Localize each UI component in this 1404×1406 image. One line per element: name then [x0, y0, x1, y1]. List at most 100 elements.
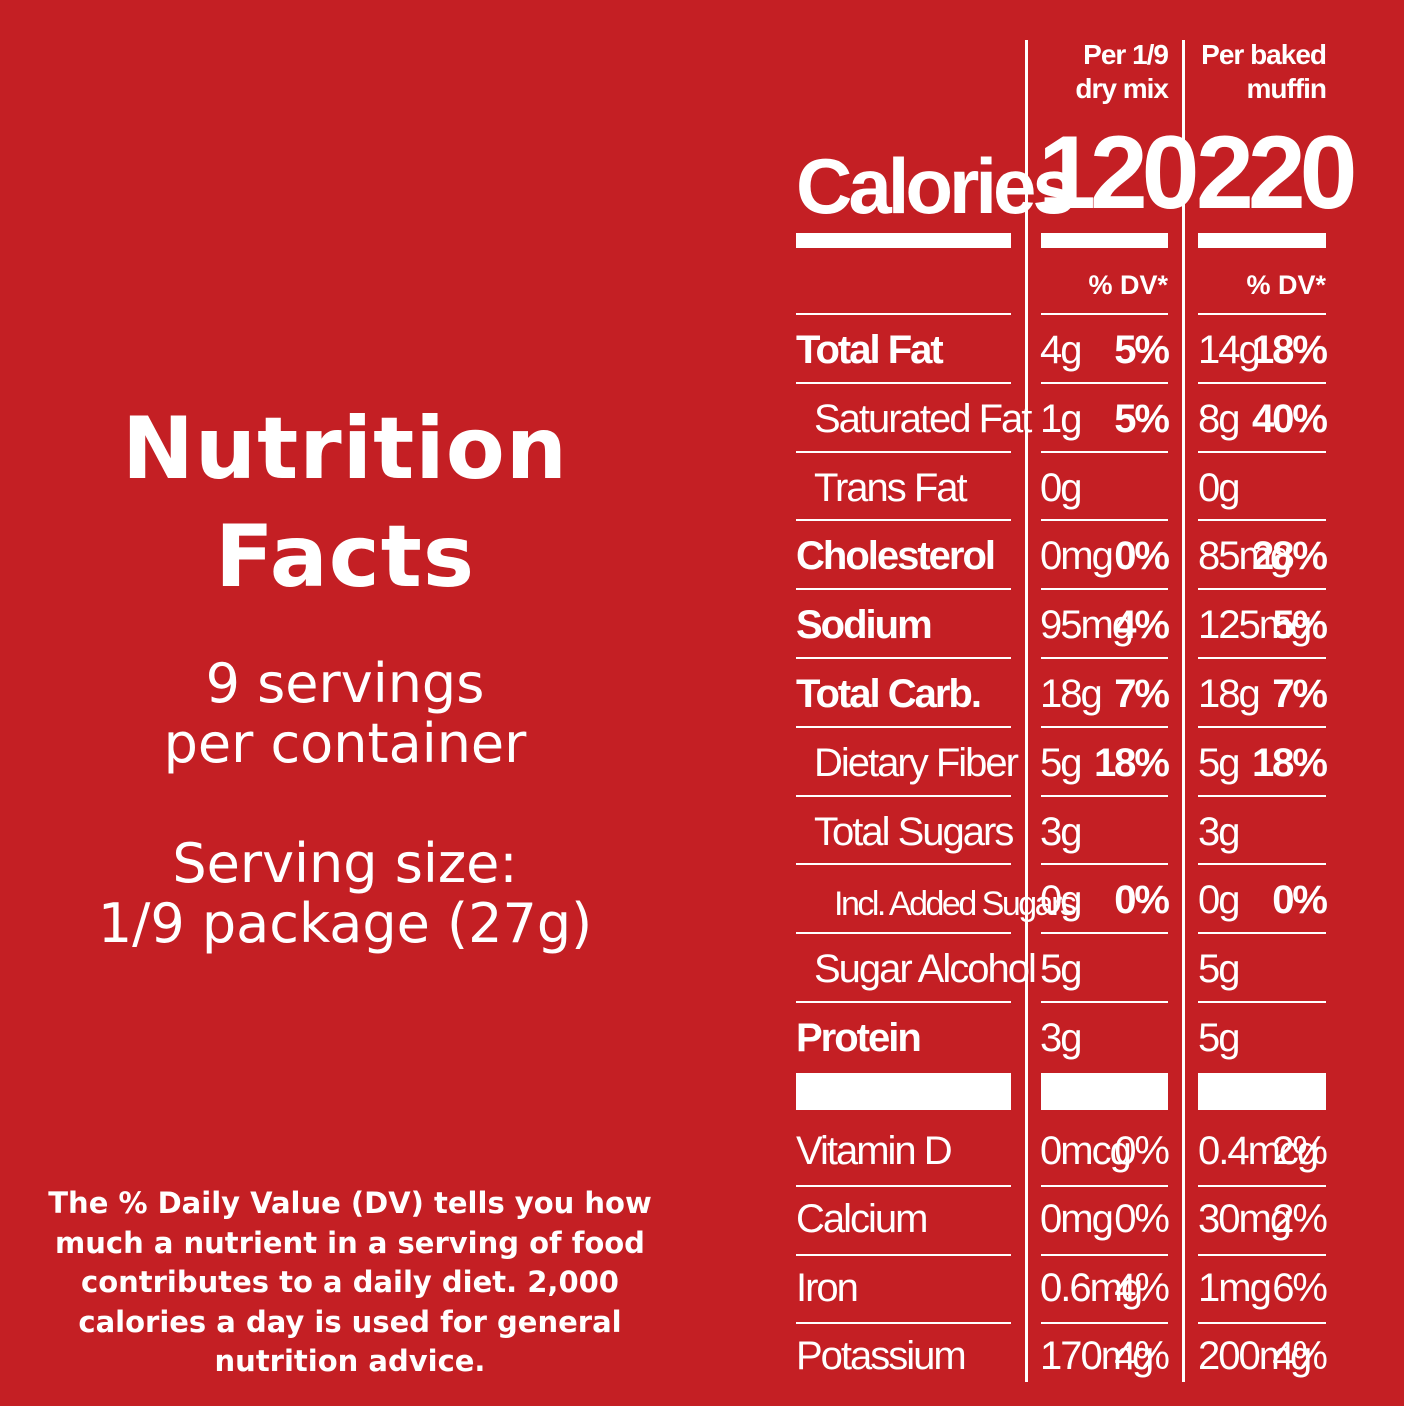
dv-dry-mix: 7%: [1114, 672, 1170, 716]
row-separator: [1198, 519, 1326, 522]
thick-rule: [796, 1073, 1011, 1110]
row-separator: [796, 1254, 1011, 1256]
row-separator: [1041, 932, 1168, 935]
row-separator: [1041, 519, 1168, 522]
column-header-dry-mix: Per 1/9 dry mix: [1040, 38, 1169, 106]
row-separator: [796, 381, 1011, 384]
amount-dry-mix: 170mg: [1040, 1334, 1154, 1378]
row-separator: [1041, 588, 1168, 591]
row-separator: [1198, 657, 1326, 659]
vitamin-label: Vitamin D: [796, 1129, 953, 1173]
amount-dry-mix: 0g: [1040, 465, 1082, 510]
row-separator: [1198, 1254, 1326, 1256]
nutrient-label: Total Fat: [796, 328, 944, 372]
vitamin-label: Iron: [796, 1266, 859, 1310]
amount-baked-muffin: 3g: [1198, 809, 1240, 854]
amount-dry-mix: 95mg: [1040, 603, 1134, 648]
amount-baked-muffin: 0g: [1198, 465, 1240, 510]
column-header-baked-muffin: Per baked muffin: [1198, 38, 1327, 106]
row-separator: [1198, 313, 1326, 315]
amount-baked-muffin: 200mg: [1198, 1334, 1312, 1378]
row-separator: [1198, 1185, 1326, 1187]
amount-baked-muffin: 18g: [1198, 672, 1261, 716]
row-separator: [1041, 725, 1168, 728]
dv-dry-mix: 4%: [1114, 1266, 1170, 1310]
dv-baked-muffin: 28%: [1251, 534, 1328, 579]
amount-dry-mix: 0.6mg: [1040, 1266, 1143, 1310]
amount-dry-mix: 4g: [1040, 328, 1082, 372]
dv-dry-mix: 4%: [1114, 603, 1170, 648]
amount-dry-mix: 5g: [1040, 740, 1082, 785]
calories-label: Calories: [796, 142, 1076, 230]
amount-baked-muffin: 5g: [1198, 1016, 1240, 1060]
row-separator: [1198, 863, 1326, 866]
column-divider: [1182, 40, 1185, 1382]
dv-baked-muffin: 4%: [1272, 1334, 1328, 1378]
row-separator: [1041, 313, 1168, 315]
dv-baked-muffin: 2%: [1272, 1129, 1328, 1173]
dv-header-dry-mix: % DV*: [1088, 270, 1168, 300]
thick-rule: [796, 233, 1011, 248]
amount-dry-mix: 0mcg: [1040, 1129, 1132, 1173]
calories-dry-mix: 120: [1038, 115, 1200, 231]
amount-baked-muffin: 14g: [1198, 328, 1261, 372]
amount-baked-muffin: 1mg: [1198, 1266, 1272, 1310]
amount-dry-mix: 5g: [1040, 947, 1082, 992]
dv-dry-mix: 5%: [1114, 396, 1170, 441]
row-separator: [796, 519, 1011, 522]
thick-rule: [1041, 1073, 1168, 1110]
row-separator: [796, 313, 1011, 315]
vitamin-label: Calcium: [796, 1197, 928, 1241]
dv-baked-muffin: 18%: [1251, 740, 1328, 785]
serving-size-line-2: 1/9 package (27g): [97, 892, 593, 955]
servings-per-container: 9 servings per container: [0, 654, 690, 774]
nutrient-label: Saturated Fat: [814, 396, 1032, 441]
servings-line-2: per container: [163, 712, 527, 775]
left-panel: Nutrition Facts 9 servings per container…: [0, 0, 690, 1406]
dv-baked-muffin: 2%: [1272, 1197, 1328, 1241]
row-separator: [1198, 588, 1326, 591]
row-separator: [1198, 1001, 1326, 1003]
dv-dry-mix: 0%: [1114, 1129, 1170, 1173]
dv-dry-mix: 5%: [1114, 328, 1170, 372]
serving-size-line-1: Serving size:: [172, 832, 518, 895]
row-separator: [1198, 725, 1326, 728]
dv-baked-muffin: 18%: [1251, 328, 1328, 372]
row-separator: [1041, 1001, 1168, 1003]
row-separator: [796, 932, 1011, 935]
row-separator: [1198, 381, 1326, 384]
row-separator: [1198, 932, 1326, 935]
nutrient-label: Total Sugars: [814, 809, 1014, 854]
dv-dry-mix: 0%: [1114, 878, 1170, 923]
amount-dry-mix: 1g: [1040, 396, 1082, 441]
servings-line-1: 9 servings: [205, 652, 485, 715]
row-separator: [1041, 1322, 1168, 1324]
nutrient-label: Incl. Added Sugars: [834, 885, 1077, 924]
dv-baked-muffin: 7%: [1272, 672, 1328, 716]
footnote-line: much a nutrient in a serving of food: [55, 1225, 645, 1260]
amount-dry-mix: 0mg: [1040, 1197, 1114, 1241]
column-divider: [1025, 40, 1028, 1382]
row-separator: [1041, 863, 1168, 866]
row-separator: [1198, 450, 1326, 453]
row-separator: [796, 450, 1011, 453]
daily-value-footnote: The % Daily Value (DV) tells you how muc…: [30, 1184, 670, 1382]
header-line: Per 1/9: [1083, 39, 1169, 70]
dv-baked-muffin: 5%: [1272, 603, 1328, 648]
nutrient-label: Cholesterol: [796, 534, 996, 579]
dv-dry-mix: 4%: [1114, 1334, 1170, 1378]
footnote-line: contributes to a daily diet. 2,000: [81, 1265, 619, 1299]
row-separator: [796, 863, 1011, 866]
title-line-2: Facts: [214, 507, 476, 607]
nutrient-label: Sugar Alcohol: [814, 947, 1037, 992]
thick-rule: [1198, 1073, 1326, 1110]
row-separator: [796, 1322, 1011, 1324]
title-line-1: Nutrition: [121, 399, 569, 499]
amount-baked-muffin: 5g: [1198, 947, 1240, 992]
thick-rule: [1198, 233, 1326, 248]
row-separator: [796, 1185, 1011, 1187]
row-separator: [1198, 794, 1326, 797]
row-separator: [1041, 657, 1168, 659]
dv-dry-mix: 0%: [1114, 534, 1170, 579]
row-separator: [796, 725, 1011, 728]
